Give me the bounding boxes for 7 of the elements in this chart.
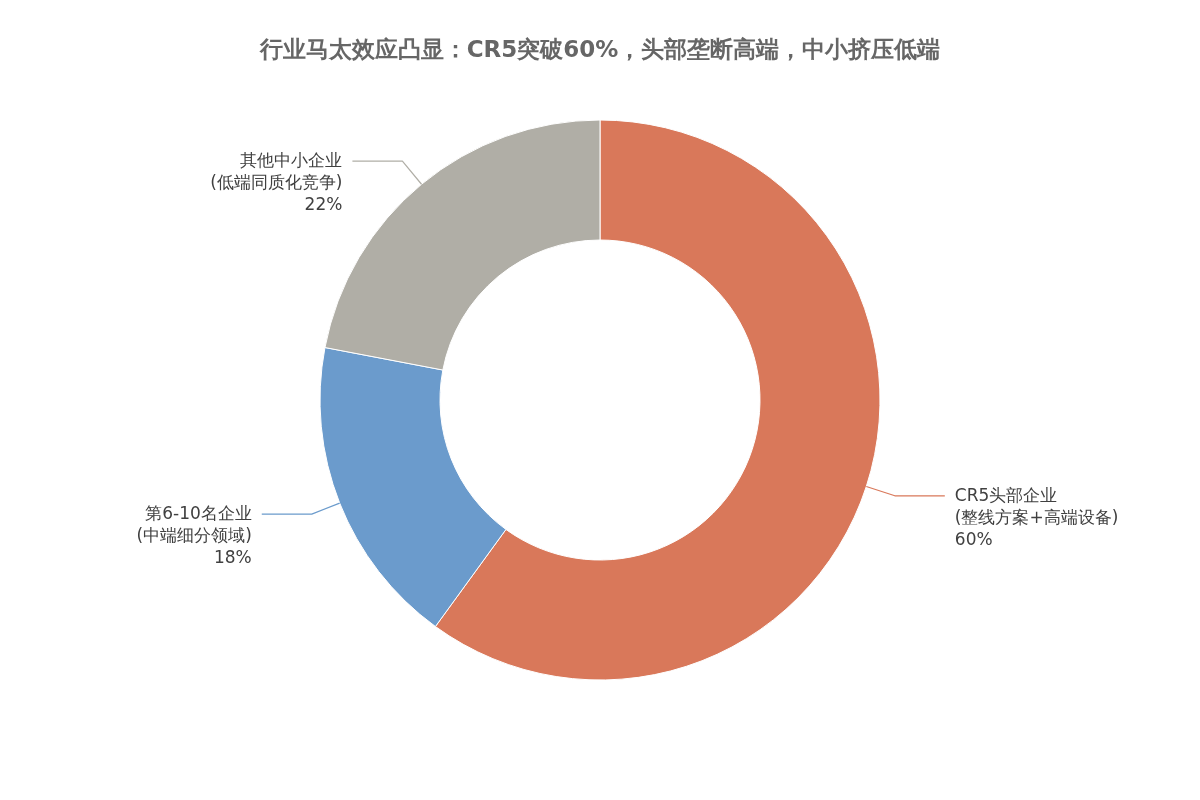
data-label: 22% [304, 194, 343, 215]
data-label: 60% [954, 528, 993, 549]
chart-title: 行业马太效应凸显：CR5突破60%，头部垄断高端，中小挤压低端 [258, 36, 941, 62]
slice-label: 第6-10名企业 (中端细分领域) [136, 503, 252, 546]
slice-label: 其他中小企业 (低端同质化竞争) [210, 150, 343, 193]
slice-label: CR5头部企业 (整线方案+高端设备) [954, 484, 1119, 527]
data-label: 18% [213, 547, 252, 568]
